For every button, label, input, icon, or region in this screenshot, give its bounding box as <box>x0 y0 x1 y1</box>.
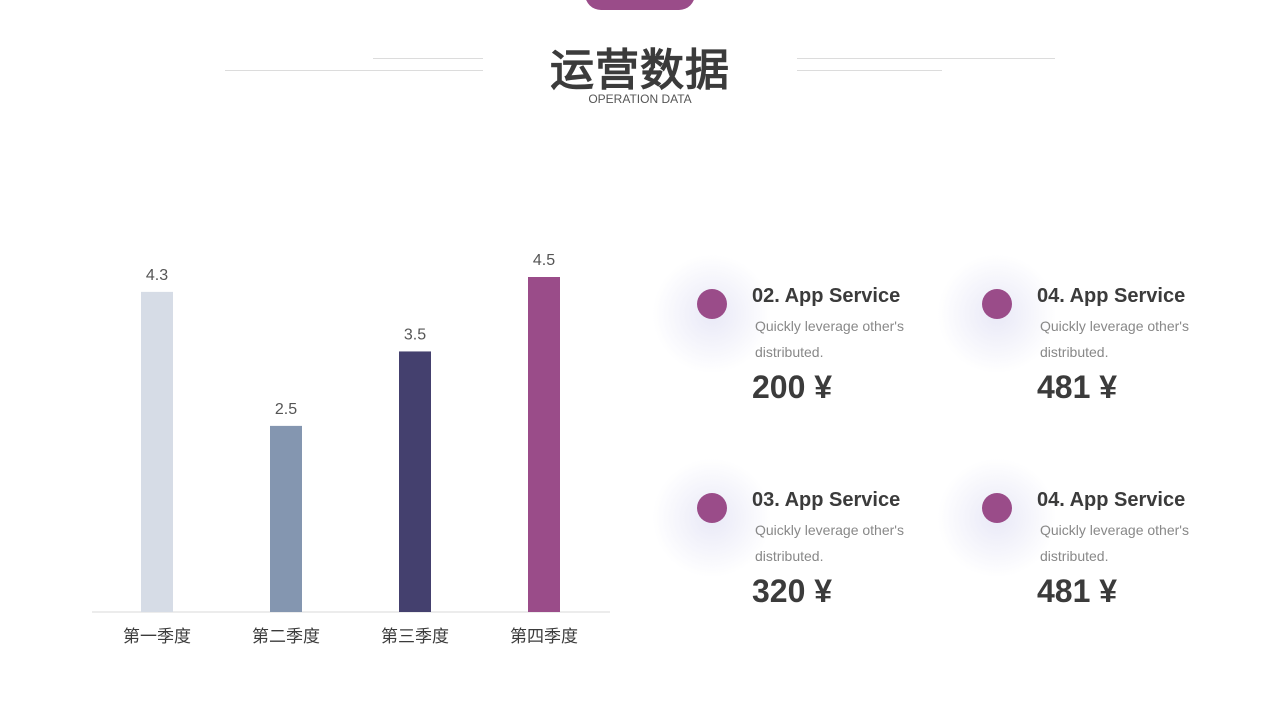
card-value: 481 ¥ <box>1037 369 1118 405</box>
card-title: 04. App Service <box>1037 285 1186 307</box>
bullet-dot-icon <box>697 493 727 523</box>
bar-value-label: 4.3 <box>146 267 168 284</box>
card-title: 04. App Service <box>1037 489 1186 511</box>
bullet-dot-icon <box>982 289 1012 319</box>
header-divider-line <box>797 70 942 71</box>
bar-value-label: 4.5 <box>533 252 555 269</box>
card-title: 02. App Service <box>752 285 901 307</box>
page-subtitle: OPERATION DATA <box>588 92 692 106</box>
bar-value-label: 3.5 <box>404 326 426 343</box>
category-label: 第三季度 <box>381 627 449 646</box>
card-description: Quickly leverage other's distributed. <box>1040 318 1189 360</box>
card-description: Quickly leverage other's distributed. <box>755 522 904 564</box>
bar-3 <box>399 351 431 612</box>
category-label: 第二季度 <box>252 627 320 646</box>
card-value: 481 ¥ <box>1037 573 1118 609</box>
service-card-4: 04. App Service Quickly leverage other's… <box>937 458 1227 653</box>
category-label: 第四季度 <box>510 627 578 646</box>
card-value: 200 ¥ <box>752 369 833 405</box>
header-divider-line <box>797 58 1055 59</box>
service-card-2: 04. App Service Quickly leverage other's… <box>937 254 1227 449</box>
card-title: 03. App Service <box>752 489 901 511</box>
card-description: Quickly leverage other's distributed. <box>755 318 904 360</box>
quarterly-bar-chart: 4.3 第一季度 2.5 第二季度 3.5 第三季度 4.5 第四季度 <box>92 252 610 646</box>
bar-4 <box>528 277 560 612</box>
service-card-3: 03. App Service Quickly leverage other's… <box>652 458 942 653</box>
service-card-1: 02. App Service Quickly leverage other's… <box>652 254 942 449</box>
header-divider-line <box>373 58 483 59</box>
page-title: 运营数据 <box>550 46 730 95</box>
bar-value-label: 2.5 <box>275 401 297 418</box>
bar-2 <box>270 425 302 612</box>
card-description: Quickly leverage other's distributed. <box>1040 522 1189 564</box>
top-accent-tab <box>585 0 695 10</box>
header-divider-line <box>225 70 483 71</box>
category-label: 第一季度 <box>123 627 191 646</box>
bar-1 <box>141 291 173 612</box>
card-value: 320 ¥ <box>752 573 833 609</box>
bullet-dot-icon <box>697 289 727 319</box>
bullet-dot-icon <box>982 493 1012 523</box>
